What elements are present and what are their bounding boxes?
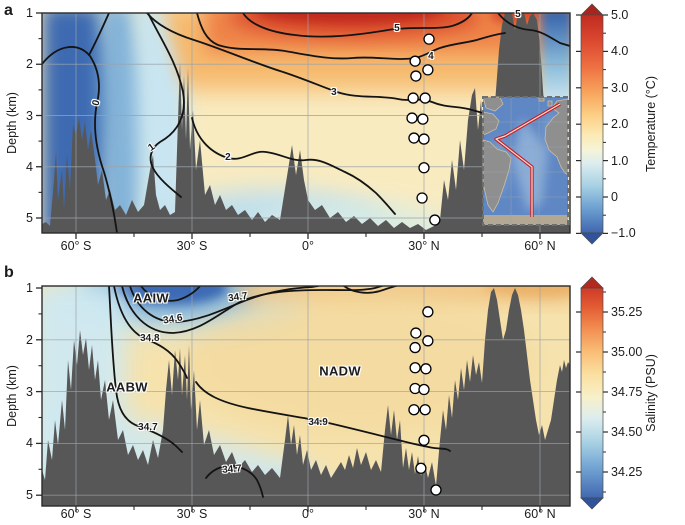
contour-label: 2 xyxy=(225,152,231,164)
gridlines-b xyxy=(42,286,570,506)
station-marker xyxy=(408,404,420,416)
y-tick-label: 5 xyxy=(26,487,33,502)
colorbar-tick-label: 35.25 xyxy=(611,304,643,319)
panel-letter-b: b xyxy=(4,264,14,281)
temperature-colorbar-ticks xyxy=(576,14,608,234)
colorbar-tick-label: 34.25 xyxy=(611,464,643,479)
colorbar-tick-label: 5.0 xyxy=(611,7,629,22)
y-axis-title-a: Depth (km) xyxy=(5,92,19,154)
contour-label: 3 xyxy=(331,86,337,98)
plot-border-a xyxy=(41,12,571,234)
y-tick-label: 5 xyxy=(26,210,33,225)
x-tick-label: 60° S xyxy=(60,238,92,253)
colorbar-tick-label: 34.75 xyxy=(611,384,643,399)
temperature-colorbar xyxy=(576,3,608,245)
station-marker xyxy=(407,92,419,104)
y-tick-label: 2 xyxy=(26,57,33,71)
y-tick-label: 2 xyxy=(26,332,33,347)
station-marker xyxy=(409,55,421,67)
x-tick-label: 30° N xyxy=(408,506,440,521)
y-tick-label: 3 xyxy=(26,384,33,399)
station-marker xyxy=(417,113,429,125)
station-marker xyxy=(422,64,434,76)
salinity-colorbar xyxy=(576,276,608,510)
station-marker xyxy=(406,112,418,124)
station-markers-a xyxy=(406,33,441,226)
colorbar-tick-label: −1.0 xyxy=(611,226,636,241)
y-axis-title-b: Depth (km) xyxy=(5,365,19,427)
x-tick-label: 60° N xyxy=(524,506,556,521)
contour-label: 34.9 xyxy=(308,416,328,428)
contour-label: 5 xyxy=(515,9,521,21)
colorbar-tick-label: 4.0 xyxy=(611,44,629,59)
x-tick-label: 30° S xyxy=(176,506,208,521)
x-tick-label: 30° S xyxy=(176,238,208,253)
station-marker xyxy=(418,434,430,446)
water-mass-label: AABW xyxy=(106,379,148,395)
salinity-colorbar-ticks xyxy=(576,291,608,493)
colorbar-tick-label: 0 xyxy=(611,189,618,204)
y-tick-label: 1 xyxy=(26,280,33,295)
inset-antarctica xyxy=(483,215,568,225)
inset-grid xyxy=(483,97,568,225)
station-marker xyxy=(416,192,428,204)
temperature-colorbar-title: Temperature (°C) xyxy=(644,76,658,172)
panel-a-section xyxy=(36,3,608,245)
station-marker xyxy=(429,214,441,226)
axis-ticks-a xyxy=(36,12,541,239)
water-mass-label: NADW xyxy=(319,363,361,379)
salinity-colorbar-title: Salinity (PSU) xyxy=(644,354,658,432)
colorbar-tick-label: 1.0 xyxy=(611,153,629,168)
station-marker xyxy=(430,484,442,496)
station-marker xyxy=(419,404,431,416)
station-markers-b xyxy=(408,306,442,496)
station-marker xyxy=(420,363,432,375)
y-tick-label: 3 xyxy=(26,108,33,123)
temperature-contours xyxy=(42,13,570,233)
contour-label: 5 xyxy=(394,22,400,34)
station-marker xyxy=(423,33,435,45)
station-marker xyxy=(422,306,434,318)
salinity-contours xyxy=(108,286,451,498)
inset-map xyxy=(482,96,569,226)
colorbar-tick-label: 3.0 xyxy=(611,80,629,95)
colorbar-tick-label: 35.00 xyxy=(611,344,643,359)
station-marker xyxy=(409,341,421,354)
station-marker xyxy=(422,335,434,347)
contour-label: 34.7 xyxy=(221,463,242,477)
colorbar-tick-label: 34.50 xyxy=(611,424,643,439)
panel-b-section xyxy=(36,276,608,512)
y-tick-label: 4 xyxy=(26,436,33,451)
plot-border-b xyxy=(41,285,571,507)
station-marker xyxy=(410,327,422,339)
y-tick-label: 1 xyxy=(26,5,33,20)
bathymetry-b xyxy=(42,288,570,506)
contour-label: 4 xyxy=(428,51,434,63)
station-marker xyxy=(418,383,430,396)
station-marker xyxy=(408,132,420,144)
station-marker xyxy=(418,133,430,145)
station-marker xyxy=(419,92,431,104)
x-tick-label: 60° N xyxy=(524,238,556,253)
contour-label: 34.7 xyxy=(138,422,158,434)
x-tick-label: 60° S xyxy=(60,506,92,521)
water-mass-label: AAIW xyxy=(133,290,169,306)
axis-ticks-b xyxy=(36,287,541,512)
station-marker xyxy=(415,462,427,474)
inset-border xyxy=(482,96,569,226)
y-tick-label: 4 xyxy=(26,159,33,174)
x-tick-label: 0° xyxy=(302,506,314,521)
x-tick-label: 0° xyxy=(302,238,314,253)
panel-letter-a: a xyxy=(4,2,13,19)
contour-label: 34.8 xyxy=(140,332,160,344)
station-marker xyxy=(418,162,430,174)
station-marker xyxy=(409,362,421,374)
colorbar-tick-label: 2.0 xyxy=(611,116,629,131)
station-marker xyxy=(410,70,422,82)
x-tick-label: 30° N xyxy=(408,238,440,253)
